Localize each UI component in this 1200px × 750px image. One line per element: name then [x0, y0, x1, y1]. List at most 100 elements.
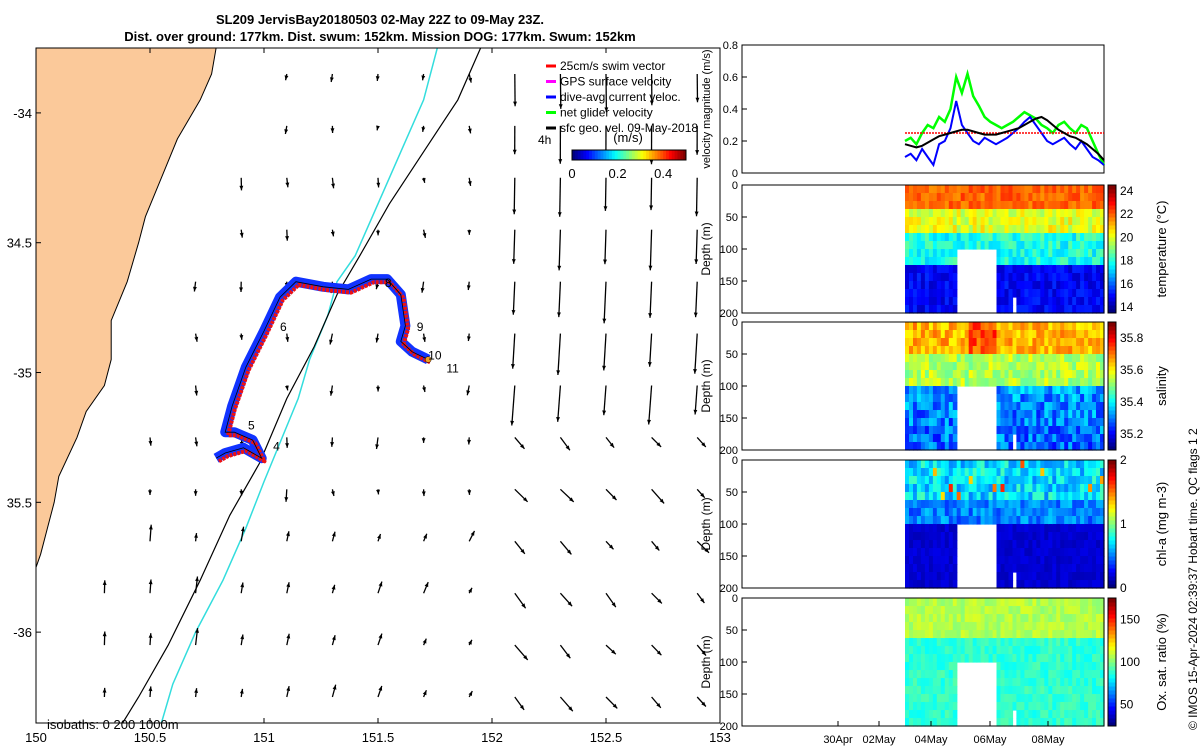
velocity-arrow-head: [468, 587, 472, 593]
heatmap-cell: [1020, 386, 1025, 395]
velocity-arrow-head: [558, 159, 563, 164]
heatmap-cell: [1080, 686, 1085, 695]
heatmap-cell: [1016, 646, 1021, 655]
heatmap-cell: [956, 322, 962, 331]
velocity-arrow: [512, 281, 516, 315]
heatmap-cell: [1016, 249, 1021, 258]
heatmap-cell: [1052, 614, 1057, 623]
heatmap-cell: [1044, 678, 1049, 687]
heatmap-cell: [1072, 410, 1077, 419]
heatmap-cell: [984, 654, 990, 663]
heatmap-cell: [940, 638, 946, 647]
heatmap-cell: [1020, 508, 1025, 517]
velocity-arrow-head: [700, 492, 705, 498]
heatmap-cell: [944, 540, 950, 549]
heatmap-cell: [1028, 289, 1033, 298]
heatmap-cell: [1092, 580, 1097, 589]
heatmap-cell: [992, 622, 998, 631]
heatmap-cell: [909, 694, 914, 703]
heatmap-cell: [1076, 540, 1081, 549]
velocity-arrow-head: [611, 602, 616, 608]
velocity-arrow-head: [377, 534, 381, 539]
colorbar-cell: [572, 150, 576, 160]
heatmap-cell: [1044, 694, 1049, 703]
heatmap-cell: [1080, 209, 1085, 218]
heatmap-cell: [928, 370, 934, 379]
heatmap-cell: [1004, 606, 1010, 615]
heatmap-cell: [1048, 297, 1053, 306]
heatmap-cell: [964, 476, 970, 485]
heatmap-cell: [1060, 532, 1065, 541]
heatmap-cell: [1000, 233, 1006, 242]
heatmap-cell: [1072, 532, 1077, 541]
heatmap-cell: [1052, 662, 1057, 671]
heatmap-cell: [1080, 646, 1085, 655]
heatmap-cell: [1092, 386, 1097, 395]
heatmap-cell: [1012, 524, 1018, 533]
heatmap-cell: [1096, 580, 1101, 589]
heatmap-cell: [1020, 580, 1025, 589]
heatmap-cell: [1048, 606, 1053, 615]
heatmap-cell: [1004, 718, 1010, 727]
colorbar-tick-label: 0: [568, 166, 575, 181]
heatmap-cell: [1096, 524, 1101, 533]
heatmap-cell: [1072, 305, 1077, 314]
heatmap-cell: [1056, 426, 1061, 435]
heatmap-cell: [1060, 209, 1065, 218]
heatmap-cell: [1016, 702, 1021, 711]
heatmap-cell: [913, 225, 918, 234]
heatmap-cell: [1072, 556, 1077, 565]
heatmap-cell: [1008, 580, 1014, 589]
heatmap-cell: [1084, 257, 1089, 266]
heatmap-cell: [1016, 580, 1021, 589]
heatmap-cell: [940, 598, 946, 607]
heatmap-cell: [920, 606, 926, 615]
velocity-arrow-head: [612, 703, 618, 709]
heatmap-cell: [1044, 598, 1049, 607]
heatmap-cell: [1008, 370, 1014, 379]
colorbar-cell: [634, 150, 639, 160]
depth-tick-label: 200: [720, 308, 738, 320]
heatmap-cell: [905, 516, 910, 525]
colorbar-cell: [680, 150, 684, 160]
velocity-arrow-head: [693, 369, 697, 374]
heatmap-cell: [1068, 508, 1073, 517]
panel-colorbar-cell: [1108, 532, 1116, 537]
velocity-arrow-head: [194, 533, 198, 538]
heatmap-cell: [1024, 524, 1029, 533]
panel-colorbar-cell: [1108, 556, 1116, 561]
heatmap-cell: [1036, 426, 1041, 435]
heatmap-cell: [1044, 281, 1049, 290]
depth-axis-label: Depth (m): [699, 497, 713, 550]
heatmap-cell: [1028, 338, 1033, 347]
heatmap-cell: [952, 556, 958, 565]
heatmap-cell: [1056, 710, 1061, 719]
heatmap-cell: [936, 718, 942, 727]
velocity-arrow-head: [657, 598, 662, 604]
heatmap-cell: [932, 378, 938, 387]
heatmap-cell: [1100, 638, 1105, 647]
heatmap-cell: [980, 225, 986, 234]
panel-colorbar-cell: [1108, 630, 1116, 635]
heatmap-cell: [1068, 201, 1073, 210]
heatmap-cell: [976, 330, 982, 339]
heatmap-cell: [1092, 322, 1097, 331]
heatmap-cell: [1068, 564, 1073, 573]
heatmap-cell: [1004, 580, 1010, 589]
velocity-arrow-head: [608, 544, 614, 550]
heatmap-cell: [1080, 322, 1085, 331]
heatmap-cell: [948, 580, 954, 589]
heatmap-cell: [1088, 580, 1093, 589]
heatmap-cell: [916, 564, 922, 573]
heatmap-cell: [1024, 694, 1029, 703]
heatmap-cell: [1100, 508, 1105, 517]
heatmap-cell: [913, 249, 918, 258]
heatmap-cell: [905, 217, 910, 226]
heatmap-cell: [1068, 410, 1073, 419]
heatmap-cell: [1080, 606, 1085, 615]
velocity-arrow-head: [375, 444, 379, 449]
heatmap-cell: [905, 354, 910, 363]
heatmap-cell: [909, 265, 914, 274]
heatmap-cell: [940, 410, 946, 419]
heatmap-cell: [944, 710, 950, 719]
